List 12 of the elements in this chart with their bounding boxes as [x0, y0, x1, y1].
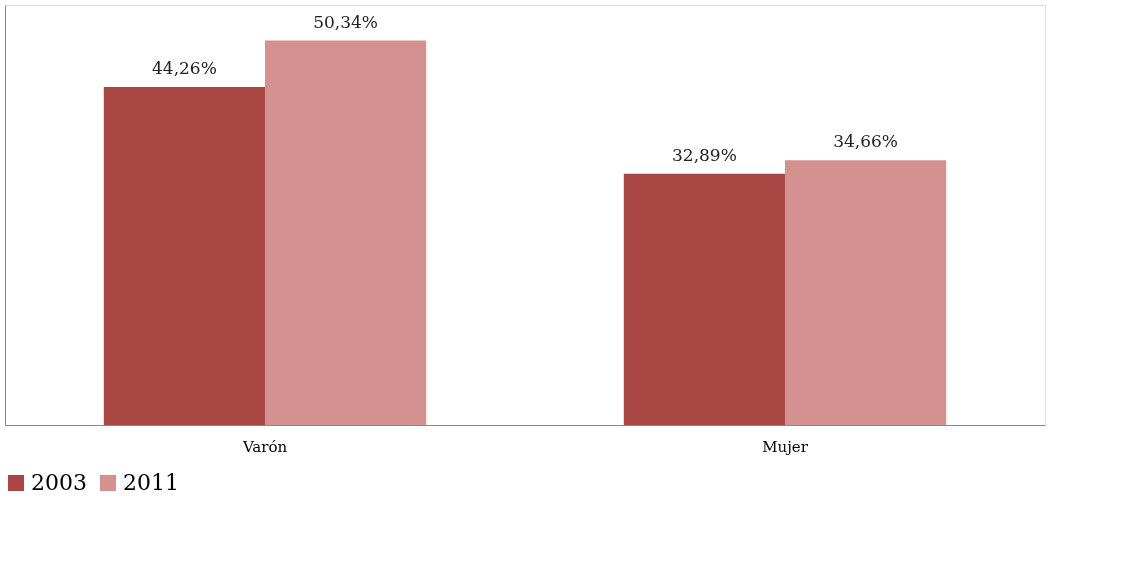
legend-label: 2003: [31, 470, 87, 495]
bar: [623, 173, 785, 425]
legend-label: 2011: [123, 470, 179, 495]
data-label: 50,34%: [313, 11, 379, 32]
bar: [265, 40, 427, 425]
data-label: 44,26%: [151, 58, 217, 79]
data-label: 32,89%: [671, 144, 737, 165]
x-tick-label: Varón: [241, 437, 288, 456]
data-label: 34,66%: [833, 131, 899, 152]
bar: [103, 87, 265, 425]
x-tick-label: Mujer: [762, 437, 809, 456]
bar: [785, 160, 947, 425]
